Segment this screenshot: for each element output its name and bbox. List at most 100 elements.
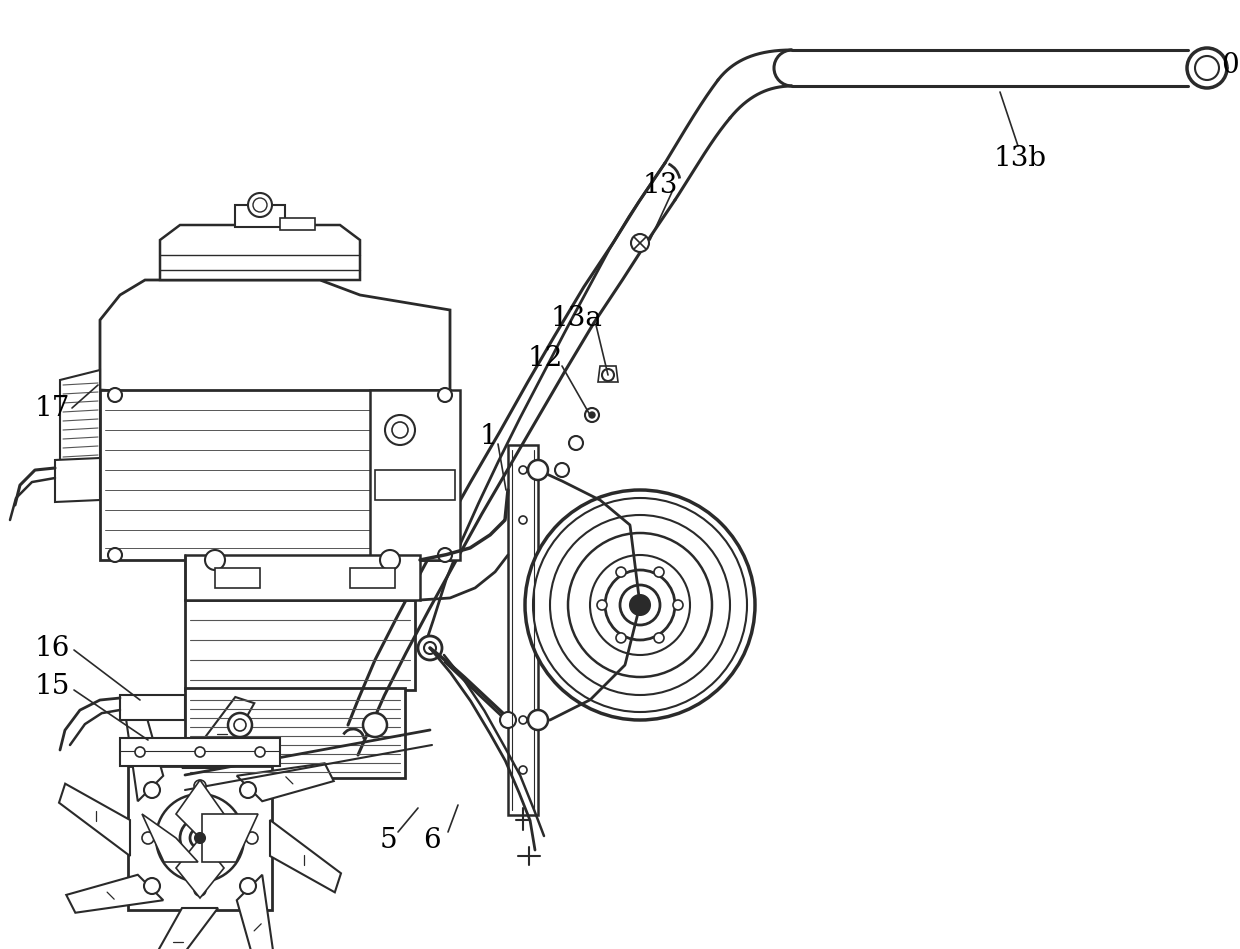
Polygon shape (160, 225, 360, 280)
Circle shape (255, 747, 265, 757)
Circle shape (424, 642, 436, 654)
Circle shape (363, 713, 387, 737)
Polygon shape (182, 697, 254, 768)
Polygon shape (125, 704, 164, 801)
Circle shape (1187, 48, 1228, 88)
Circle shape (144, 878, 160, 894)
Polygon shape (55, 458, 100, 502)
Text: 1: 1 (479, 422, 497, 450)
Polygon shape (145, 908, 218, 949)
Circle shape (585, 408, 599, 422)
Circle shape (616, 633, 626, 642)
Circle shape (379, 550, 401, 570)
Circle shape (601, 369, 614, 381)
Polygon shape (60, 784, 130, 856)
Circle shape (589, 412, 595, 418)
Circle shape (228, 713, 252, 737)
Text: 13b: 13b (993, 144, 1047, 172)
Polygon shape (66, 875, 164, 913)
Polygon shape (185, 555, 420, 600)
Circle shape (620, 585, 660, 625)
Circle shape (180, 818, 219, 858)
Circle shape (195, 747, 205, 757)
Circle shape (241, 878, 255, 894)
Text: 5: 5 (379, 827, 397, 853)
Bar (185, 600, 415, 690)
Circle shape (143, 832, 154, 844)
Polygon shape (237, 875, 275, 949)
Circle shape (234, 719, 246, 731)
Bar (508, 445, 538, 815)
Text: 17: 17 (35, 395, 69, 421)
Polygon shape (215, 568, 260, 588)
Circle shape (605, 570, 675, 640)
Circle shape (205, 550, 224, 570)
Circle shape (438, 548, 453, 562)
Circle shape (569, 436, 583, 450)
Text: 16: 16 (35, 635, 69, 661)
Circle shape (1195, 56, 1219, 80)
Bar (280, 218, 315, 230)
Circle shape (248, 193, 272, 217)
Circle shape (500, 712, 516, 728)
Text: 13a: 13a (551, 305, 601, 331)
Polygon shape (60, 370, 100, 470)
Polygon shape (598, 366, 618, 382)
Circle shape (392, 422, 408, 438)
Text: 15: 15 (35, 673, 69, 699)
Circle shape (525, 490, 755, 720)
Circle shape (144, 782, 160, 798)
Circle shape (193, 884, 206, 896)
Circle shape (673, 600, 683, 610)
Circle shape (616, 568, 626, 577)
Circle shape (520, 466, 527, 474)
Circle shape (156, 794, 244, 882)
Text: 12: 12 (527, 344, 563, 371)
Polygon shape (270, 820, 341, 892)
Bar (120, 738, 280, 766)
Bar (370, 390, 460, 560)
Bar (185, 688, 405, 778)
Polygon shape (176, 838, 224, 898)
Circle shape (520, 766, 527, 774)
Circle shape (195, 833, 205, 843)
Circle shape (596, 600, 608, 610)
Polygon shape (128, 766, 272, 910)
Circle shape (551, 515, 730, 695)
Circle shape (135, 747, 145, 757)
Polygon shape (143, 814, 198, 862)
Bar (100, 390, 450, 560)
Circle shape (520, 716, 527, 724)
Circle shape (438, 388, 453, 402)
Circle shape (108, 388, 122, 402)
Polygon shape (120, 695, 185, 720)
Circle shape (631, 234, 649, 252)
Circle shape (590, 555, 689, 655)
Circle shape (653, 633, 663, 642)
Bar (236, 205, 285, 227)
Circle shape (653, 568, 663, 577)
Polygon shape (202, 814, 258, 862)
Circle shape (193, 780, 206, 792)
Circle shape (556, 463, 569, 477)
Circle shape (630, 595, 650, 615)
Circle shape (418, 636, 441, 660)
Circle shape (528, 460, 548, 480)
Circle shape (241, 782, 255, 798)
Circle shape (568, 533, 712, 677)
Circle shape (533, 498, 746, 712)
Text: 13: 13 (642, 172, 678, 198)
Polygon shape (100, 280, 450, 410)
Circle shape (246, 832, 258, 844)
Text: 0: 0 (1221, 51, 1239, 79)
Polygon shape (350, 568, 396, 588)
Circle shape (520, 516, 527, 524)
Circle shape (528, 710, 548, 730)
Circle shape (384, 415, 415, 445)
Circle shape (253, 198, 267, 212)
Circle shape (108, 548, 122, 562)
Bar (374, 470, 455, 500)
Text: 6: 6 (423, 827, 440, 853)
Circle shape (190, 828, 210, 848)
Polygon shape (176, 780, 224, 838)
